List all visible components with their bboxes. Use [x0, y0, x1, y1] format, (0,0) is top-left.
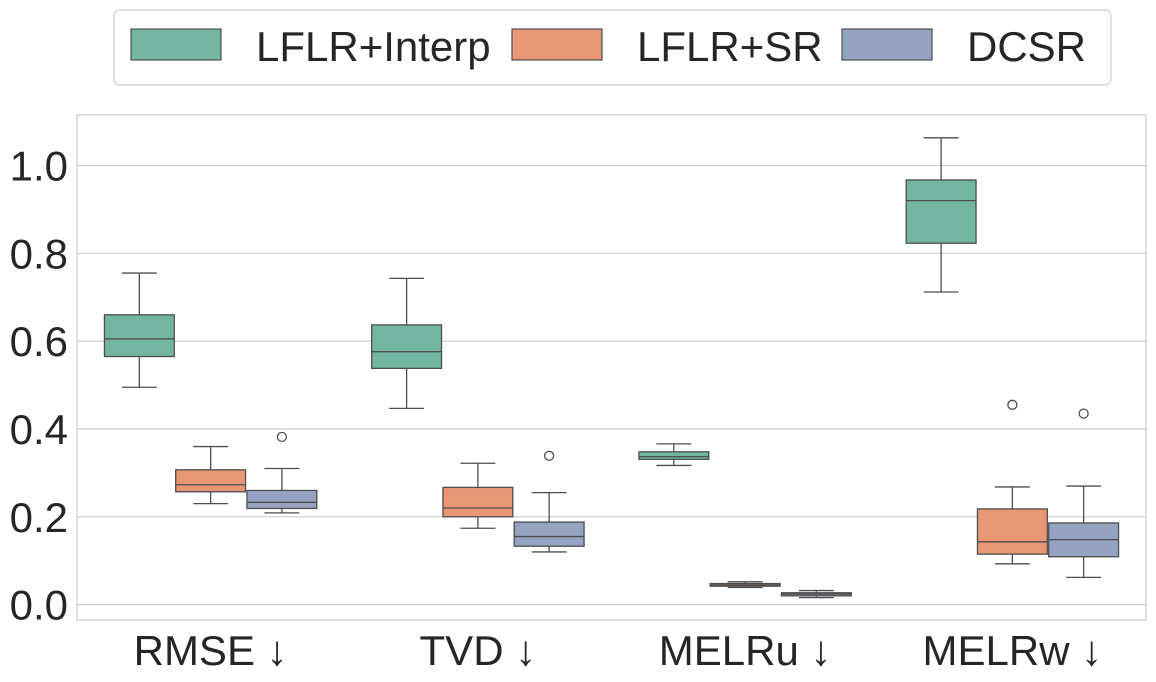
legend-label-lflr-interp: LFLR+Interp: [256, 23, 491, 70]
box-body: [103, 314, 175, 358]
y-axis: 0.0 0.2 0.4 0.6 0.8 1.0: [10, 143, 68, 629]
outlier-point: [1007, 399, 1018, 410]
box-2-0: [246, 431, 318, 514]
box-body: [442, 486, 514, 518]
box-1-0: [175, 445, 247, 505]
box-body: [246, 489, 318, 510]
box-body: [175, 469, 247, 493]
box-body: [371, 324, 443, 370]
x-tick-label: TVD ↓: [420, 627, 537, 674]
box-1-1: [442, 462, 514, 529]
x-tick-label: MELRu ↓: [659, 627, 832, 674]
box-plot-area: [103, 137, 1120, 599]
legend-swatch-lflr-sr: [511, 28, 603, 61]
box-0-1: [371, 277, 443, 409]
box-body: [513, 521, 585, 547]
box-body: [638, 451, 710, 460]
outlier-point: [543, 450, 555, 461]
y-tick-label: 0.8: [10, 230, 68, 277]
box-2-2: [780, 589, 852, 599]
outlier-point: [1078, 408, 1089, 419]
legend: LFLR+Interp LFLR+SR DCSR: [113, 9, 1112, 86]
box-2-1: [513, 450, 585, 553]
legend-label-lflr-sr: LFLR+SR: [637, 23, 823, 70]
y-tick-label: 0.2: [10, 494, 68, 541]
y-tick-label: 0.4: [10, 406, 68, 453]
y-tick-label: 1.0: [10, 143, 68, 190]
y-grid: [77, 164, 1146, 606]
box-2-3: [1048, 408, 1120, 579]
legend-swatch-dcsr: [841, 28, 933, 61]
outlier-point: [276, 431, 288, 443]
legend-label-dcsr: DCSR: [967, 23, 1086, 70]
box-body: [976, 508, 1048, 555]
box-1-3: [976, 399, 1048, 565]
box-1-2: [709, 581, 781, 589]
box-0-0: [103, 272, 175, 388]
x-tick-label: RMSE ↓: [134, 627, 288, 674]
y-tick-label: 0.6: [10, 318, 68, 365]
box-0-2: [638, 443, 710, 467]
legend-swatch-lflr-interp: [130, 28, 222, 61]
x-axis: RMSE ↓ TVD ↓ MELRu ↓ MELRw ↓: [134, 627, 1103, 674]
y-tick-label: 0.0: [10, 582, 68, 629]
box-body: [905, 179, 977, 244]
plot-frame: [76, 114, 1147, 621]
box-0-3: [905, 137, 977, 293]
x-tick-label: MELRw ↓: [923, 627, 1103, 674]
